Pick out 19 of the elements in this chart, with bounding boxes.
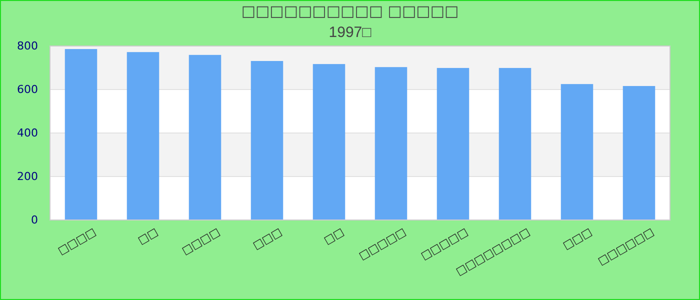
bar <box>64 49 98 220</box>
bar <box>126 52 160 220</box>
bar <box>622 86 656 220</box>
chart-title: □□□□□□□□□□ □□□□□ <box>241 2 459 20</box>
y-tick-label: 0 <box>31 214 38 227</box>
bar <box>250 61 284 220</box>
bar <box>560 84 594 220</box>
bar <box>498 68 532 220</box>
bar <box>436 68 470 220</box>
y-tick-label: 800 <box>17 40 38 53</box>
y-tick-label: 400 <box>17 126 38 140</box>
bar <box>374 67 408 220</box>
bar <box>188 54 222 220</box>
x-tick-label: □□ <box>136 225 160 247</box>
chart-subtitle: 1997□ <box>328 24 372 41</box>
x-tick-label: □□ <box>322 225 346 247</box>
bar <box>312 64 346 220</box>
y-tick-label: 200 <box>17 170 38 184</box>
y-tick-label: 600 <box>17 83 38 96</box>
